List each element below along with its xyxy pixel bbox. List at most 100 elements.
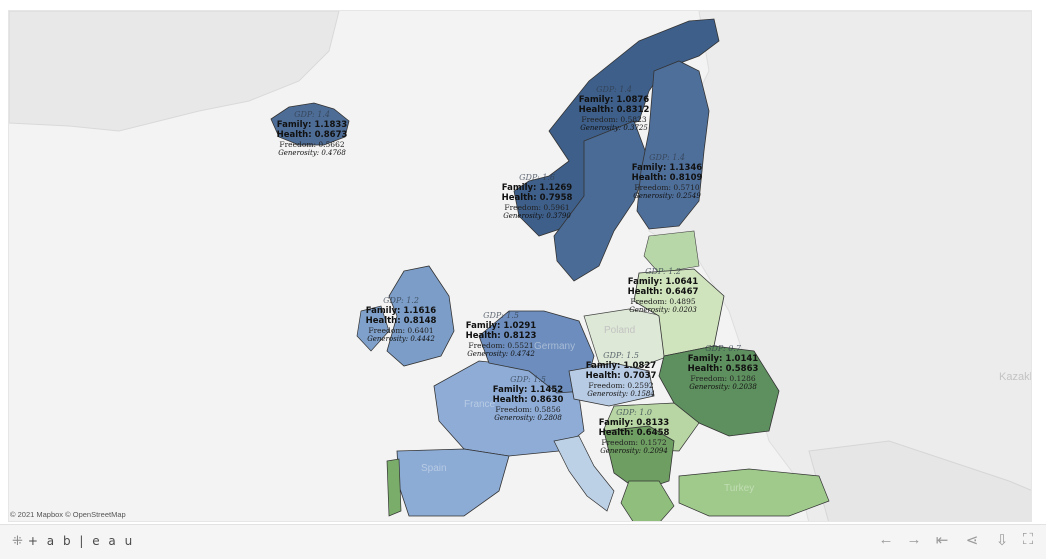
health-text: Health: 0.8123 bbox=[465, 330, 537, 341]
label-austria: GDP: 1.5 Family: 1.0827 Health: 0.7037 F… bbox=[586, 351, 657, 398]
map-label-poland: Poland bbox=[604, 325, 636, 336]
gdp-text: GDP: 1.2 bbox=[645, 267, 681, 276]
revert-button[interactable]: ⇤ bbox=[935, 532, 949, 549]
generosity-text: Generosity: 0.2038 bbox=[689, 382, 757, 391]
caucasus-landmass bbox=[808, 440, 1031, 521]
health-text: Health: 0.7037 bbox=[585, 370, 657, 381]
serbia-shape[interactable] bbox=[603, 425, 675, 492]
portugal-shape bbox=[386, 458, 402, 517]
label-iceland: GDP: 1.4 Family: 1.1833 Health: 0.8673 F… bbox=[277, 110, 348, 157]
bottom-toolbar: ⁜ + a b | e a u ← → ⇤ ⋖ ⇩ ⛶ bbox=[0, 524, 1046, 559]
freedom-text: Freedom: 0.1572 bbox=[601, 437, 667, 447]
spain-shape bbox=[396, 448, 510, 517]
map-label-germany: Germany bbox=[534, 341, 576, 352]
map-canvas bbox=[9, 11, 1031, 521]
health-text: Health: 0.8312 bbox=[578, 104, 650, 115]
map-label-france: France bbox=[464, 399, 496, 410]
gdp-text: GDP: 1.5 bbox=[510, 375, 546, 384]
generosity-text: Generosity: 0.2808 bbox=[494, 413, 562, 422]
iceland-shape[interactable] bbox=[270, 102, 350, 146]
share-button[interactable]: ⋖ bbox=[965, 532, 979, 549]
family-text: Family: 1.0641 bbox=[627, 276, 699, 287]
family-text: Family: 1.1346 bbox=[631, 162, 703, 173]
family-text: Family: 1.0876 bbox=[578, 94, 650, 105]
sweden-shape[interactable] bbox=[553, 120, 650, 282]
health-text: Health: 0.8630 bbox=[492, 394, 564, 405]
family-text: Family: 1.1269 bbox=[501, 182, 573, 193]
generosity-text: Generosity: 0.4442 bbox=[367, 334, 435, 343]
estonia-baltics-shape bbox=[643, 230, 700, 274]
ireland-shape bbox=[356, 305, 390, 352]
redo-button[interactable]: → bbox=[906, 531, 922, 548]
family-text: Family: 1.1833 bbox=[276, 119, 348, 130]
map-label-turkey: Turkey bbox=[724, 483, 755, 494]
freedom-text: Freedom: 0.1286 bbox=[690, 373, 756, 383]
generosity-text: Generosity: 0.0203 bbox=[629, 305, 697, 314]
fullscreen-button[interactable]: ⛶ bbox=[1022, 531, 1034, 548]
family-text: Family: 1.0291 bbox=[465, 320, 537, 331]
freedom-text: Freedom: 0.5856 bbox=[495, 404, 561, 414]
generosity-text: Generosity: 0.3725 bbox=[580, 123, 648, 132]
label-ukraine: GDP: 0.7 Family: 1.0141 Health: 0.5863 F… bbox=[688, 344, 759, 391]
family-text: Family: 1.1452 bbox=[492, 384, 564, 395]
tableau-wordmark: + a b | e a u bbox=[27, 534, 135, 548]
gdp-text: GDP: 1.5 bbox=[603, 351, 639, 360]
freedom-text: Freedom: 0.5521 bbox=[468, 340, 534, 350]
health-text: Health: 0.6458 bbox=[598, 427, 670, 438]
map-label-kazakhstan: Kazakhs bbox=[999, 371, 1031, 383]
freedom-text: Freedom: 0.6401 bbox=[368, 325, 434, 335]
health-text: Health: 0.8109 bbox=[631, 172, 703, 183]
health-text: Health: 0.6467 bbox=[627, 286, 699, 297]
freedom-text: Freedom: 0.5961 bbox=[504, 202, 570, 212]
norway-shape[interactable] bbox=[513, 18, 720, 237]
health-text: Health: 0.8148 bbox=[365, 315, 437, 326]
greenland-landmass bbox=[9, 11, 340, 132]
label-germany: GDP: 1.5 Family: 1.0291 Health: 0.8123 F… bbox=[466, 311, 537, 358]
ukraine-shape[interactable] bbox=[658, 345, 780, 437]
gdp-text: GDP: 0.7 bbox=[705, 344, 741, 353]
freedom-text: Freedom: 0.5823 bbox=[581, 114, 647, 124]
label-sweden: GDP: 1.6 Family: 1.1269 Health: 0.7958 F… bbox=[502, 173, 573, 220]
health-text: Health: 0.7958 bbox=[501, 192, 573, 203]
generosity-text: Generosity: 0.3790 bbox=[503, 211, 571, 220]
generosity-text: Generosity: 0.2094 bbox=[600, 446, 668, 455]
gdp-text: GDP: 1.4 bbox=[294, 110, 330, 119]
undo-button[interactable]: ← bbox=[878, 531, 894, 548]
italy-shape bbox=[553, 435, 615, 512]
map-view[interactable]: Kazakhs Poland Germany France Spain Turk… bbox=[8, 10, 1032, 522]
generosity-text: Generosity: 0.1584 bbox=[587, 389, 655, 398]
family-text: Family: 1.1616 bbox=[365, 305, 437, 316]
download-button[interactable]: ⇩ bbox=[995, 532, 1009, 549]
label-serbia: GDP: 1.0 Family: 0.8133 Health: 0.6458 F… bbox=[599, 408, 670, 455]
uk-shape[interactable] bbox=[386, 265, 455, 367]
family-text: Family: 1.0141 bbox=[687, 353, 759, 364]
freedom-text: Freedom: 0.5710 bbox=[634, 182, 700, 192]
austria-shape[interactable] bbox=[568, 362, 655, 407]
health-text: Health: 0.5863 bbox=[687, 363, 759, 374]
tableau-logo[interactable]: ⁜ + a b | e a u bbox=[12, 533, 135, 549]
generosity-text: Generosity: 0.4768 bbox=[278, 148, 346, 157]
label-france: GDP: 1.5 Family: 1.1452 Health: 0.8630 F… bbox=[493, 375, 564, 422]
tableau-mark-icon: ⁜ bbox=[12, 533, 23, 548]
finland-shape[interactable] bbox=[636, 60, 710, 230]
family-text: Family: 1.0827 bbox=[585, 360, 657, 371]
gdp-text: GDP: 1.4 bbox=[649, 153, 685, 162]
map-attribution[interactable]: © 2021 Mapbox © OpenStreetMap bbox=[10, 510, 126, 519]
label-finland: GDP: 1.4 Family: 1.1346 Health: 0.8109 F… bbox=[632, 153, 703, 200]
label-belarus: GDP: 1.2 Family: 1.0641 Health: 0.6467 F… bbox=[628, 267, 699, 314]
gdp-text: GDP: 1.4 bbox=[596, 85, 632, 94]
gdp-text: GDP: 1.2 bbox=[383, 296, 419, 305]
gdp-text: GDP: 1.0 bbox=[616, 408, 652, 417]
freedom-text: Freedom: 0.4895 bbox=[630, 296, 696, 306]
russia-landmass bbox=[648, 11, 1031, 521]
family-text: Family: 0.8133 bbox=[598, 417, 670, 428]
gdp-text: GDP: 1.5 bbox=[483, 311, 519, 320]
label-uk: GDP: 1.2 Family: 1.1616 Health: 0.8148 F… bbox=[366, 296, 437, 343]
freedom-text: Freedom: 0.5662 bbox=[279, 139, 345, 149]
gdp-text: GDP: 1.6 bbox=[519, 173, 555, 182]
health-text: Health: 0.8673 bbox=[276, 129, 348, 140]
freedom-text: Freedom: 0.2592 bbox=[588, 380, 654, 390]
map-label-spain: Spain bbox=[421, 463, 447, 474]
generosity-text: Generosity: 0.2549 bbox=[633, 191, 701, 200]
turkey-shape bbox=[678, 468, 830, 517]
